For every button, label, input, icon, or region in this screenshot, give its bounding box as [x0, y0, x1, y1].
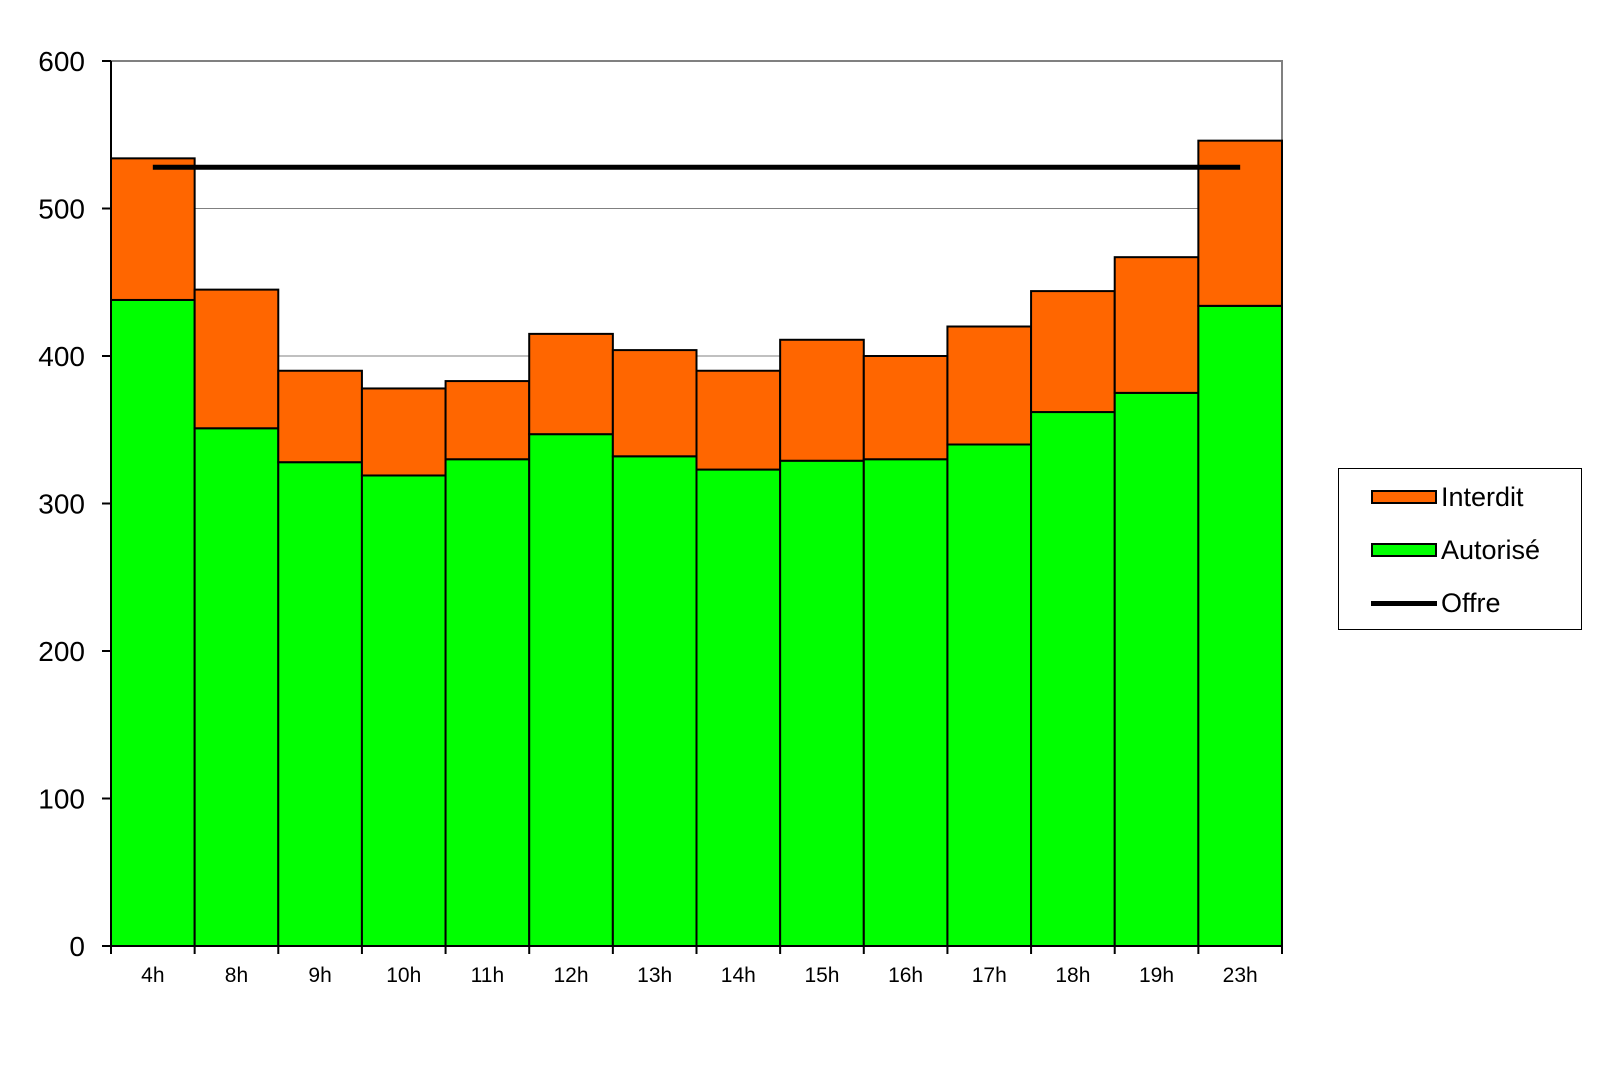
x-tick-label-12h: 12h [554, 964, 589, 987]
x-tick-label-15h: 15h [804, 964, 839, 987]
bar-autoris-18h [1030, 411, 1116, 947]
legend-item-interdit: Interdit [1371, 482, 1524, 512]
bar-autoris-16h [862, 458, 949, 947]
x-tick-label-14h: 14h [721, 964, 756, 987]
bar-interdit-13h [611, 349, 698, 458]
bar-interdit-4h [110, 157, 196, 301]
bar-autoris-12h [528, 433, 614, 947]
legend-swatch-autorise [1371, 543, 1437, 557]
x-tick-label-4h: 4h [141, 964, 164, 987]
bar-autoris-4h [110, 298, 196, 947]
legend-item-offre: Offre [1371, 588, 1501, 618]
bar-interdit-14h [695, 369, 782, 471]
y-tick-label-100: 100 [38, 784, 85, 815]
x-tick-label-10h: 10h [386, 964, 421, 987]
bar-autoris-11h [444, 458, 531, 947]
bar-interdit-17h [946, 325, 1033, 446]
bar-autoris-19h [1113, 391, 1200, 947]
bar-autoris-15h [779, 459, 865, 947]
bar-interdit-8h [193, 288, 280, 430]
legend-label-interdit: Interdit [1441, 482, 1524, 512]
x-tick-label-18h: 18h [1055, 964, 1090, 987]
y-tick-label-400: 400 [38, 341, 85, 372]
x-tick-label-17h: 17h [972, 964, 1007, 987]
bar-autoris-9h [277, 461, 363, 947]
y-tick-label-600: 600 [38, 46, 85, 77]
y-tick-label-200: 200 [38, 636, 85, 667]
bar-interdit-10h [360, 387, 447, 477]
x-tick-label-11h: 11h [471, 964, 504, 987]
x-tick-label-19h: 19h [1139, 964, 1174, 987]
bar-autoris-10h [360, 474, 447, 947]
bar-interdit-9h [277, 369, 363, 464]
bars [110, 139, 1284, 948]
bar-interdit-16h [862, 355, 949, 461]
x-tick-label-23h: 23h [1223, 964, 1258, 987]
y-tick-label-500: 500 [38, 194, 85, 225]
legend-label-offre: Offre [1441, 588, 1501, 618]
bar-interdit-19h [1113, 256, 1200, 394]
bar-interdit-11h [444, 380, 531, 461]
y-tick-label-300: 300 [38, 489, 85, 520]
axes: 0 100 200 300 400 500 600 4h 8h 9h 10h 11h 12h 13h 14h… [38, 46, 1283, 987]
x-tick-label-9h: 9h [308, 964, 331, 987]
legend-item-autorise: Autorisé [1371, 535, 1540, 565]
legend-swatch-interdit [1371, 490, 1437, 504]
legend-line-offre [1371, 600, 1437, 606]
bar-autoris-8h [193, 427, 280, 947]
x-tick-label-16h: 16h [888, 964, 923, 987]
bar-interdit-12h [528, 332, 614, 436]
bar-autoris-13h [611, 455, 698, 947]
x-tick-label-8h: 8h [225, 964, 248, 987]
bar-interdit-18h [1030, 290, 1116, 414]
legend: Interdit Autorisé Offre [1338, 468, 1582, 630]
x-tick-label-13h: 13h [637, 964, 672, 987]
bar-autoris-23h [1197, 304, 1284, 948]
bar-autoris-14h [695, 468, 782, 947]
legend-label-autorise: Autorisé [1441, 535, 1541, 565]
bar-interdit-15h [779, 338, 865, 462]
y-tick-label-0: 0 [69, 931, 85, 962]
bar-autoris-17h [946, 443, 1033, 947]
